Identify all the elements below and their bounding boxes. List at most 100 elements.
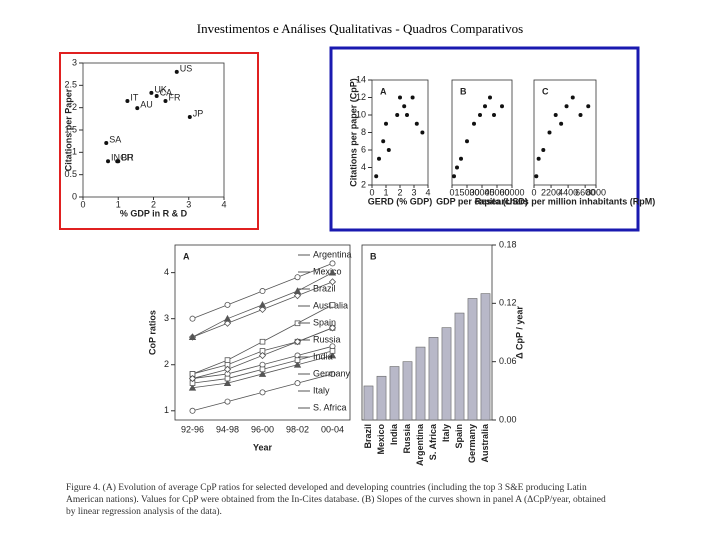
data-point	[149, 90, 154, 95]
x-axis-label: GDP per capita (USD)	[436, 196, 528, 206]
marker	[259, 389, 266, 396]
x-axis-label: Year	[253, 442, 273, 452]
x-tick-label: 6600	[575, 187, 595, 197]
data-point	[154, 94, 159, 99]
x-tick-label: 92-96	[181, 424, 204, 434]
point-label: IN	[111, 153, 120, 163]
y-tick-label: 1	[164, 405, 169, 415]
data-point	[377, 156, 381, 161]
y-tick-label: 2.5	[64, 80, 77, 90]
data-point	[405, 113, 409, 117]
marker	[188, 333, 197, 341]
x-tick-label: 60000	[499, 187, 524, 197]
marker	[224, 301, 231, 308]
x-tick-label: Argentina	[415, 423, 425, 466]
data-point	[455, 165, 459, 170]
y-tick-label: 3	[164, 313, 169, 323]
x-tick-label: 1	[116, 199, 121, 209]
x-tick-label: S. Africa	[428, 423, 438, 460]
legend-label: Italy	[313, 385, 330, 395]
marker	[294, 380, 301, 387]
x-tick-label: Russia	[402, 423, 412, 454]
bar	[415, 346, 426, 421]
y-axis-label: Citations per paper (CpP)	[348, 78, 358, 187]
point-label: FR	[168, 92, 180, 102]
marker	[329, 348, 336, 354]
x-tick-label: 8000	[586, 187, 606, 197]
data-point	[500, 104, 504, 109]
plot-frame	[174, 244, 351, 421]
point-label: CA	[160, 87, 173, 97]
marker	[293, 338, 302, 346]
data-point	[492, 113, 496, 117]
data-point	[374, 174, 379, 179]
marker	[188, 374, 197, 383]
data-point	[488, 95, 492, 100]
x-tick-label: 30000	[469, 187, 494, 197]
y-tick-label: 0.5	[64, 169, 77, 179]
panel-letter: A	[380, 86, 387, 96]
legend-label: Brazil	[313, 283, 336, 293]
y-tick-label: 0.06	[499, 356, 517, 366]
marker	[258, 305, 267, 314]
marker	[293, 287, 302, 294]
data-point	[381, 139, 386, 144]
panel-letter: B	[370, 251, 377, 261]
y-tick-label: 14	[356, 74, 366, 84]
legend-label: India	[313, 351, 333, 361]
data-point	[559, 121, 564, 126]
x-tick-label: Italy	[441, 424, 451, 442]
y-tick-label: 2	[361, 179, 366, 189]
legend-label: Mexico	[313, 266, 342, 276]
marker	[223, 319, 232, 327]
marker	[258, 301, 267, 308]
point-label: US	[180, 63, 193, 73]
data-point	[410, 95, 415, 100]
x-tick-label: India	[389, 423, 399, 445]
bar	[454, 312, 465, 421]
point-label: UK	[154, 84, 167, 94]
marker	[293, 360, 302, 368]
point-label: JP	[193, 108, 204, 118]
y-tick-label: 0.12	[499, 298, 517, 308]
data-point	[125, 98, 130, 103]
data-point	[553, 113, 558, 117]
data-point	[536, 156, 541, 161]
data-point	[483, 104, 487, 109]
x-tick-label: 4400	[558, 187, 578, 197]
marker	[328, 278, 337, 286]
y-tick-label: 1.5	[64, 124, 77, 134]
marker	[224, 398, 231, 405]
data-point	[386, 148, 391, 152]
point-label: IT	[130, 92, 139, 102]
marker	[294, 357, 301, 363]
data-point	[116, 159, 121, 164]
plot-frame	[82, 62, 225, 198]
panel-letter: A	[183, 251, 190, 261]
marker	[189, 407, 196, 414]
data-point	[163, 98, 168, 103]
y-tick-label: 1	[72, 147, 77, 157]
marker	[188, 383, 197, 391]
point-label: BR	[121, 153, 134, 163]
bar	[441, 327, 452, 421]
data-point	[414, 121, 419, 126]
y-tick-label: 10	[356, 109, 366, 119]
bar	[402, 361, 413, 421]
y-tick-label: 4	[361, 162, 366, 172]
marker	[259, 338, 266, 345]
y-tick-label: 4	[164, 267, 169, 277]
marker	[329, 260, 336, 267]
x-tick-label: 4	[221, 199, 226, 209]
plot-frame	[361, 244, 493, 421]
y-axis-label: Citations per Paper	[63, 88, 73, 171]
slide-title: Investimentos e Análises Qualitativas - …	[197, 21, 523, 36]
x-tick-label: 94-98	[216, 424, 239, 434]
bar	[467, 298, 478, 421]
y-tick-label: 12	[356, 92, 366, 102]
marker	[294, 274, 301, 281]
x-tick-label: 4	[425, 187, 430, 197]
data-point	[106, 159, 111, 164]
x-tick-label: 3	[411, 187, 416, 197]
marker	[223, 379, 232, 387]
